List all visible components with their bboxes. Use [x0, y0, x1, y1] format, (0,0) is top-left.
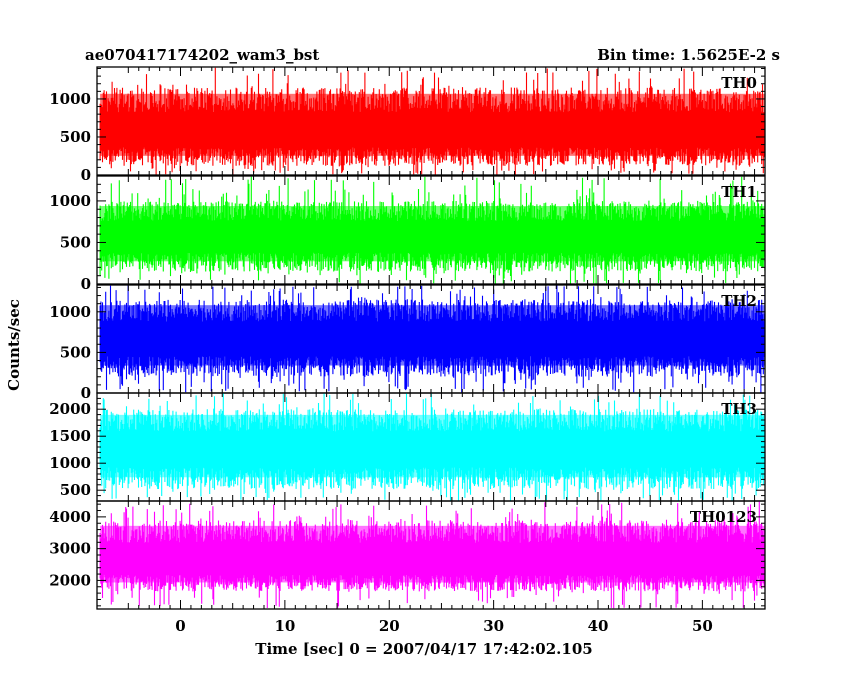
series-core-th0: [100, 93, 765, 156]
y-tick-label: 0: [81, 275, 91, 293]
y-tick-label: 1000: [49, 303, 91, 321]
panel-label-th2: TH2: [721, 292, 757, 310]
series-core-th0123: [100, 525, 765, 583]
series-core-th2: [100, 305, 765, 366]
y-tick-label: 1500: [49, 427, 91, 445]
panel-label-th0123: TH0123: [690, 508, 757, 526]
x-tick-label: 20: [379, 617, 400, 635]
y-tick-label: 0: [81, 384, 91, 402]
series-core-th3: [100, 414, 765, 478]
y-tick-label: 1000: [49, 192, 91, 210]
y-tick-label: 1000: [49, 90, 91, 108]
x-tick-label: 10: [274, 617, 295, 635]
y-tick-label: 2000: [49, 400, 91, 418]
panel-label-th1: TH1: [721, 183, 757, 201]
y-axis-label: Counts/sec: [5, 299, 23, 391]
x-tick-label: 40: [588, 617, 609, 635]
panel-label-th0: TH0: [721, 74, 757, 92]
panel-label-th3: TH3: [721, 400, 757, 418]
x-tick-label: 50: [692, 617, 713, 635]
y-tick-label: 500: [60, 128, 91, 146]
y-tick-label: 2000: [49, 571, 91, 589]
y-tick-label: 4000: [49, 508, 91, 526]
y-tick-label: 1000: [49, 454, 91, 472]
series-core-th1: [100, 206, 765, 262]
x-tick-label: 0: [175, 617, 185, 635]
y-tick-label: 0: [81, 166, 91, 184]
y-tick-label: 3000: [49, 540, 91, 558]
y-tick-label: 500: [60, 233, 91, 251]
chart-title: ae070417174202_wam3_bst: [85, 46, 319, 64]
x-axis-label: Time [sec] 0 = 2007/04/17 17:42:02.105: [255, 640, 592, 658]
x-tick-label: 30: [483, 617, 504, 635]
chart-subtitle: Bin time: 1.5625E-2 s: [597, 46, 780, 64]
y-tick-label: 500: [60, 343, 91, 361]
y-tick-label: 500: [60, 481, 91, 499]
